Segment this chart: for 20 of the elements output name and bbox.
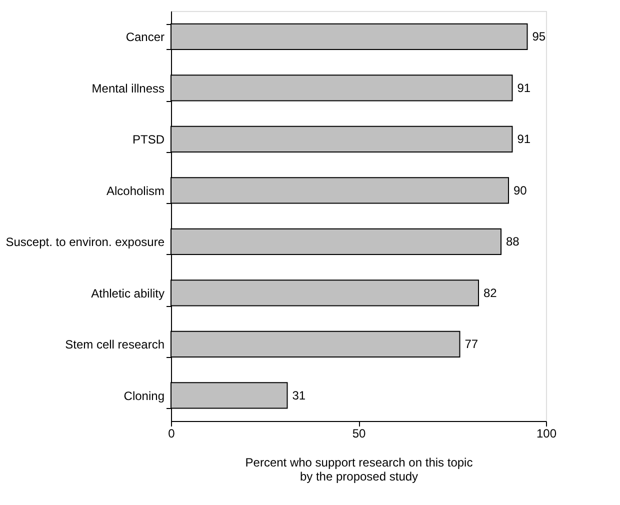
- x-axis-title: Percent who support research on this topic by the proposed study: [245, 456, 473, 484]
- y-tick-label: Athletic ability: [91, 286, 164, 300]
- data-label: 90: [514, 183, 528, 198]
- y-tick-label: Suscept. to environ. exposure: [6, 235, 165, 250]
- y-tick-label: Stem cell research: [65, 338, 164, 352]
- y-tick-label: Cancer: [126, 30, 164, 44]
- y-tick-label: Mental illness: [92, 81, 164, 96]
- data-label: 91: [517, 132, 531, 146]
- data-label: 95: [532, 30, 546, 44]
- data-label: 77: [464, 337, 478, 352]
- x-tick-label: 100: [536, 426, 557, 440]
- data-label: 82: [484, 286, 498, 300]
- x-tick-label: 0: [168, 426, 176, 440]
- y-tick-label: Cloning: [124, 388, 164, 403]
- data-label: 31: [292, 388, 306, 402]
- y-tick-label: Alcoholism: [106, 184, 164, 198]
- x-tick-label: 50: [352, 426, 366, 440]
- data-label: 88: [506, 234, 520, 249]
- y-tick-label: PTSD: [132, 132, 165, 147]
- data-label: 91: [517, 80, 531, 95]
